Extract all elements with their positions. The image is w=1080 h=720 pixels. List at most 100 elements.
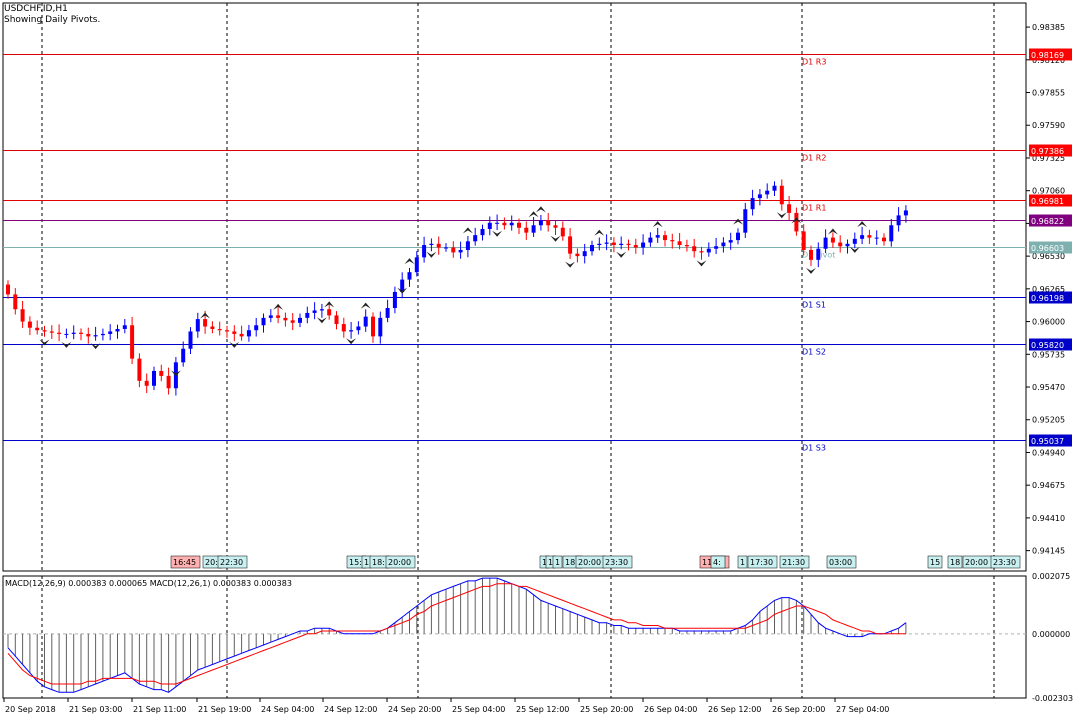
time-marker-label: 4: <box>713 558 721 567</box>
time-marker-tag <box>990 555 1021 569</box>
candle-bear <box>684 245 689 247</box>
price-tick-label: 0.97060 <box>1032 187 1065 196</box>
pivot-price-tag <box>1029 144 1072 157</box>
macd-tick-label: -0.002303 <box>1032 694 1073 703</box>
candle-bull <box>400 279 405 292</box>
candle-bear <box>611 242 616 246</box>
candle-bear <box>35 327 40 331</box>
candle-bull <box>458 249 463 253</box>
candle-bear <box>546 220 551 226</box>
candle-bull <box>188 331 193 349</box>
chart-symbol-label: USDCHF.ID,H1 <box>4 4 68 14</box>
time-marker-label: 18 <box>950 558 960 567</box>
candle-bull <box>444 247 448 249</box>
candle-bear <box>290 320 295 323</box>
macd-main-line <box>7 577 907 693</box>
time-marker-label: 15: <box>349 558 362 567</box>
time-tick-label: 21 Sep 03:00 <box>69 705 122 714</box>
price-tick-label: 0.95470 <box>1032 383 1065 392</box>
fractal-up-icon <box>535 206 546 213</box>
fractal-down-icon <box>565 261 576 268</box>
candle-bull <box>495 222 500 224</box>
fractal-down-icon <box>316 317 327 324</box>
candle-bull <box>480 228 485 236</box>
candle-bull <box>896 215 901 226</box>
time-marker-label: 18: <box>565 558 578 567</box>
fractal-up-icon <box>324 301 335 308</box>
time-marker-tag <box>710 555 726 569</box>
time-tick-label: 25 Sep 20:00 <box>580 705 633 714</box>
candle-bull <box>823 237 828 249</box>
time-marker-label: 1 <box>548 558 553 567</box>
candle-bull <box>181 348 186 363</box>
chart-subtitle: Showing Daily Pivots. <box>4 15 101 25</box>
pivot-label: D1 S2 <box>802 348 826 357</box>
macd-frame <box>2 575 1027 699</box>
candle-bear <box>371 316 375 337</box>
candle-bear <box>794 212 799 232</box>
candle-bear <box>334 315 339 325</box>
fractal-up-icon <box>857 221 868 228</box>
candle-bull <box>465 241 470 250</box>
candle-bear <box>882 237 886 242</box>
fractal-down-icon <box>90 343 101 350</box>
time-marker-tag <box>217 555 248 569</box>
fractal-up-icon <box>528 211 539 218</box>
candle-bear <box>42 330 47 332</box>
fractal-down-icon <box>229 341 240 348</box>
time-marker-label: 23:30 <box>993 558 1016 567</box>
time-marker-tag <box>947 555 963 569</box>
pivot-label: D1 R3 <box>802 58 826 67</box>
current-price-tag <box>1029 214 1072 227</box>
candle-bear <box>692 246 697 252</box>
fractal-up-icon <box>827 228 838 235</box>
pivot-price-value: 0.97386 <box>1031 147 1064 156</box>
fractal-down-icon <box>806 267 816 274</box>
time-marker-label: 22:30 <box>220 558 243 567</box>
price-tick-label: 0.96000 <box>1032 318 1065 327</box>
candle-bear <box>867 235 872 238</box>
candle-bear <box>553 225 558 228</box>
fractal-up-icon <box>200 312 211 319</box>
candle-bull <box>312 310 317 313</box>
candle-bull <box>246 330 251 337</box>
candle-bull <box>64 333 69 335</box>
price-tick-label: 0.95205 <box>1032 416 1065 425</box>
candle-bear <box>225 330 229 332</box>
candle-bull <box>363 316 368 327</box>
candle-bear <box>6 284 10 295</box>
candle-bull <box>254 325 259 331</box>
fractal-down-icon <box>426 251 437 258</box>
candle-bear <box>86 333 91 337</box>
candle-bull <box>582 251 587 257</box>
current-price-value: 0.96822 <box>1031 217 1064 226</box>
candle-bull <box>319 309 324 311</box>
pivot-price-value: 0.95820 <box>1031 341 1064 350</box>
candle-bull <box>641 242 646 248</box>
candle-bull <box>414 257 419 273</box>
candle-bear <box>49 331 54 333</box>
fractal-down-icon <box>61 341 72 348</box>
fractal-up-icon <box>791 217 802 224</box>
fractal-down-icon <box>39 339 50 346</box>
time-marker-tag <box>170 555 201 569</box>
fractal-down-icon <box>776 212 787 219</box>
time-marker-label: 20:00 <box>388 558 411 567</box>
candle-bull <box>852 238 857 244</box>
candle-bear <box>502 222 507 226</box>
candle-bull <box>487 222 492 229</box>
time-tick-label: 27 Sep 04:00 <box>836 705 889 714</box>
candle-bear <box>626 243 631 246</box>
price-tick-label: 0.97855 <box>1032 89 1065 98</box>
price-tick-label: 0.94410 <box>1032 514 1065 523</box>
candle-bear <box>27 321 32 328</box>
time-marker-label: 15 <box>930 558 940 567</box>
time-marker-label: 20:00 <box>578 558 601 567</box>
fractal-down-icon <box>397 287 408 294</box>
time-tick-label: 26 Sep 20:00 <box>772 705 825 714</box>
time-marker-label: 20:00 <box>965 558 988 567</box>
candle-bull <box>407 272 412 280</box>
candle-bear <box>699 251 704 253</box>
time-marker-tag <box>552 555 563 569</box>
